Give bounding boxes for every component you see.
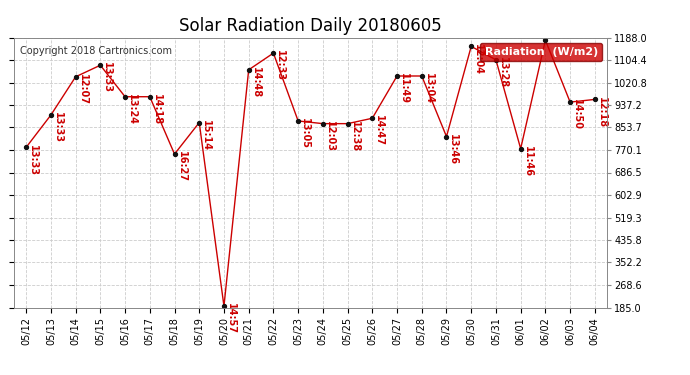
Point xyxy=(317,121,328,127)
Point xyxy=(515,146,526,152)
Point xyxy=(144,94,155,100)
Text: 12:07: 12:07 xyxy=(77,74,88,105)
Title: Solar Radiation Daily 20180605: Solar Radiation Daily 20180605 xyxy=(179,16,442,34)
Text: 14:18: 14:18 xyxy=(152,94,161,125)
Point xyxy=(169,151,180,157)
Point xyxy=(46,112,57,118)
Text: 14:48: 14:48 xyxy=(250,67,261,98)
Point xyxy=(466,44,477,50)
Point xyxy=(194,120,205,126)
Text: 12:33: 12:33 xyxy=(275,50,286,81)
Point xyxy=(342,121,353,127)
Point xyxy=(491,57,502,63)
Point xyxy=(441,134,452,140)
Point xyxy=(268,50,279,56)
Text: 15:14: 15:14 xyxy=(201,120,211,151)
Point xyxy=(589,96,600,102)
Text: 13:28: 13:28 xyxy=(498,57,508,88)
Text: 11:49: 11:49 xyxy=(399,73,409,104)
Text: 13:46: 13:46 xyxy=(448,134,458,165)
Text: 16:27: 16:27 xyxy=(177,151,186,182)
Point xyxy=(367,115,378,121)
Text: 11:46: 11:46 xyxy=(522,146,533,177)
Text: Copyright 2018 Cartronics.com: Copyright 2018 Cartronics.com xyxy=(20,46,172,56)
Text: 14:50: 14:50 xyxy=(572,99,582,130)
Text: 13:24: 13:24 xyxy=(127,94,137,125)
Text: 13:04: 13:04 xyxy=(424,73,434,104)
Point xyxy=(70,74,81,80)
Point xyxy=(293,118,304,124)
Point xyxy=(391,73,402,79)
Text: 12:38: 12:38 xyxy=(350,121,359,152)
Point xyxy=(21,144,32,150)
Point xyxy=(119,94,130,100)
Text: 14:57: 14:57 xyxy=(226,303,236,334)
Legend: Radiation  (W/m2): Radiation (W/m2) xyxy=(480,43,602,61)
Point xyxy=(564,99,575,105)
Point xyxy=(540,37,551,43)
Point xyxy=(416,73,427,79)
Point xyxy=(95,62,106,68)
Point xyxy=(219,303,230,309)
Text: 12:18: 12:18 xyxy=(597,97,607,128)
Text: 13:05: 13:05 xyxy=(300,118,310,149)
Point xyxy=(243,67,254,73)
Text: 13:33: 13:33 xyxy=(28,144,38,176)
Text: 12:04: 12:04 xyxy=(473,44,483,75)
Text: 13:33: 13:33 xyxy=(53,112,63,143)
Text: 12:03: 12:03 xyxy=(325,121,335,152)
Text: 14:47: 14:47 xyxy=(374,116,384,147)
Text: 13:33: 13:33 xyxy=(102,63,112,93)
